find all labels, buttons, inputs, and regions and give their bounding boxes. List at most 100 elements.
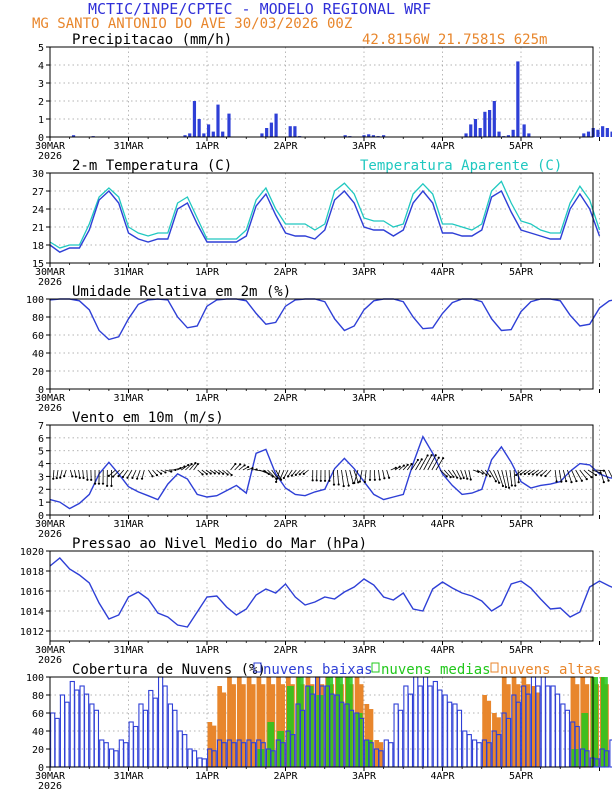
wind-arrow bbox=[514, 470, 515, 486]
precip-xtick-label: 2APR bbox=[273, 141, 298, 152]
precip-bar bbox=[270, 123, 273, 137]
pressure-year-label: 2026 bbox=[38, 655, 62, 666]
wind-arrowhead bbox=[136, 478, 138, 480]
rh-year-label: 2026 bbox=[38, 403, 62, 414]
wind-arrowhead bbox=[502, 485, 504, 487]
cloud-low-bar bbox=[473, 740, 477, 767]
wind-arrow bbox=[461, 470, 464, 478]
cloud-low-bar bbox=[404, 686, 408, 767]
wind-arrow bbox=[83, 470, 84, 478]
wind-arrowhead bbox=[348, 485, 350, 487]
cloud-low-bar bbox=[408, 694, 412, 767]
precip-ytick-label: 1 bbox=[38, 115, 44, 126]
wind-ytick-label: 1 bbox=[38, 498, 44, 509]
header-location-date: MG SANTO ANTONIO DO AVE 30/03/2026 00Z bbox=[32, 16, 352, 32]
wind-arrow bbox=[87, 470, 88, 480]
wind-arrowhead bbox=[515, 474, 517, 476]
wind-arrowhead bbox=[151, 475, 153, 477]
pressure-xtick-label: 4APR bbox=[430, 645, 455, 656]
wind-arrow bbox=[365, 470, 366, 482]
wind-arrowhead bbox=[190, 463, 192, 465]
wind-arrowhead bbox=[164, 471, 166, 473]
wind-arrowhead bbox=[482, 472, 484, 474]
rh-line-umidade-relativa bbox=[50, 299, 612, 340]
wind-arrowhead bbox=[234, 463, 236, 465]
temp-xtick-label: 3APR bbox=[352, 267, 377, 278]
wind-arrowhead bbox=[343, 485, 345, 487]
wind-arrow bbox=[420, 455, 428, 470]
cloud-low-bar bbox=[119, 740, 123, 767]
cloud-low-bar bbox=[202, 759, 206, 767]
cloud-low-bar bbox=[139, 704, 143, 767]
wind-arrowhead bbox=[320, 480, 322, 482]
cloud-low-bar bbox=[114, 751, 118, 767]
cloud-low-bar bbox=[423, 677, 427, 767]
precip-bar bbox=[265, 128, 268, 137]
wind-arrowhead bbox=[426, 454, 428, 456]
wind-arrow bbox=[346, 470, 349, 486]
legend-mid-swatch bbox=[372, 663, 379, 672]
wind-arrowhead bbox=[511, 484, 513, 486]
rh-xtick-label: 2APR bbox=[273, 393, 298, 404]
clouds-year-label: 2026 bbox=[38, 781, 62, 792]
wind-arrow bbox=[506, 470, 509, 488]
temp-xtick-label: 5APR bbox=[509, 267, 534, 278]
wind-arrow bbox=[231, 464, 236, 470]
wind-arrowhead bbox=[575, 480, 577, 482]
wind-arrowhead bbox=[82, 477, 84, 479]
wind-arrowhead bbox=[295, 474, 297, 476]
precip-bar bbox=[212, 132, 215, 137]
wind-ytick-label: 3 bbox=[38, 472, 44, 483]
rh-ytick-label: 80 bbox=[32, 313, 44, 324]
header-coordinates: 42.8156W 21.7581S 625m bbox=[362, 32, 547, 48]
wind-arrowhead bbox=[435, 454, 437, 456]
precip-bar bbox=[474, 119, 477, 137]
cloud-low-bar bbox=[51, 713, 55, 767]
cloud-low-bar bbox=[94, 710, 98, 767]
wind-arrowhead bbox=[79, 477, 81, 479]
temp-frame bbox=[50, 173, 593, 263]
rh-ytick-label: 40 bbox=[32, 349, 44, 360]
precip-bar bbox=[188, 133, 191, 137]
wind-arrowhead bbox=[156, 474, 158, 476]
wind-arrowhead bbox=[581, 480, 583, 482]
wind-year-label: 2026 bbox=[38, 529, 62, 540]
wind-arrowhead bbox=[279, 478, 281, 480]
clouds-ytick-label: 80 bbox=[32, 691, 44, 702]
wind-arrowhead bbox=[214, 472, 216, 474]
wind-arrowhead bbox=[565, 480, 567, 482]
wind-arrowhead bbox=[536, 474, 538, 476]
pressure-ytick-label: 1014 bbox=[20, 607, 44, 618]
wind-arrow bbox=[469, 470, 471, 479]
wind-arrowhead bbox=[160, 473, 162, 475]
pressure-xtick-label: 1APR bbox=[195, 645, 220, 656]
cloud-low-bar bbox=[173, 710, 177, 767]
legend-mid-label: nuvens medias bbox=[381, 662, 491, 678]
clouds-xtick-label: 4APR bbox=[430, 771, 455, 782]
wind-arrowhead bbox=[206, 473, 208, 475]
cloud-low-bar bbox=[75, 690, 79, 767]
precip-bar bbox=[207, 124, 210, 137]
precip-ytick-label: 5 bbox=[38, 43, 44, 54]
wind-arrow bbox=[337, 470, 338, 484]
wind-arrowhead bbox=[470, 478, 472, 480]
wind-arrowhead bbox=[586, 478, 588, 480]
wind-arrowhead bbox=[379, 478, 381, 480]
rh-xtick-label: 31MAR bbox=[113, 393, 144, 404]
clouds-ytick-label: 100 bbox=[26, 673, 44, 684]
wind-arrowhead bbox=[410, 463, 412, 465]
temp-title: 2-m Temperatura (C) bbox=[72, 158, 232, 174]
wind-arrowhead bbox=[333, 483, 335, 485]
wind-arrowhead bbox=[218, 472, 220, 474]
wind-arrow bbox=[424, 455, 432, 470]
cloud-low-bar bbox=[55, 718, 59, 767]
precip-xtick-label: 5APR bbox=[509, 141, 534, 152]
precip-bar bbox=[493, 101, 496, 137]
cloud-low-bar bbox=[168, 704, 172, 767]
wind-arrowhead bbox=[595, 474, 597, 476]
cloud-low-bar bbox=[428, 686, 432, 767]
